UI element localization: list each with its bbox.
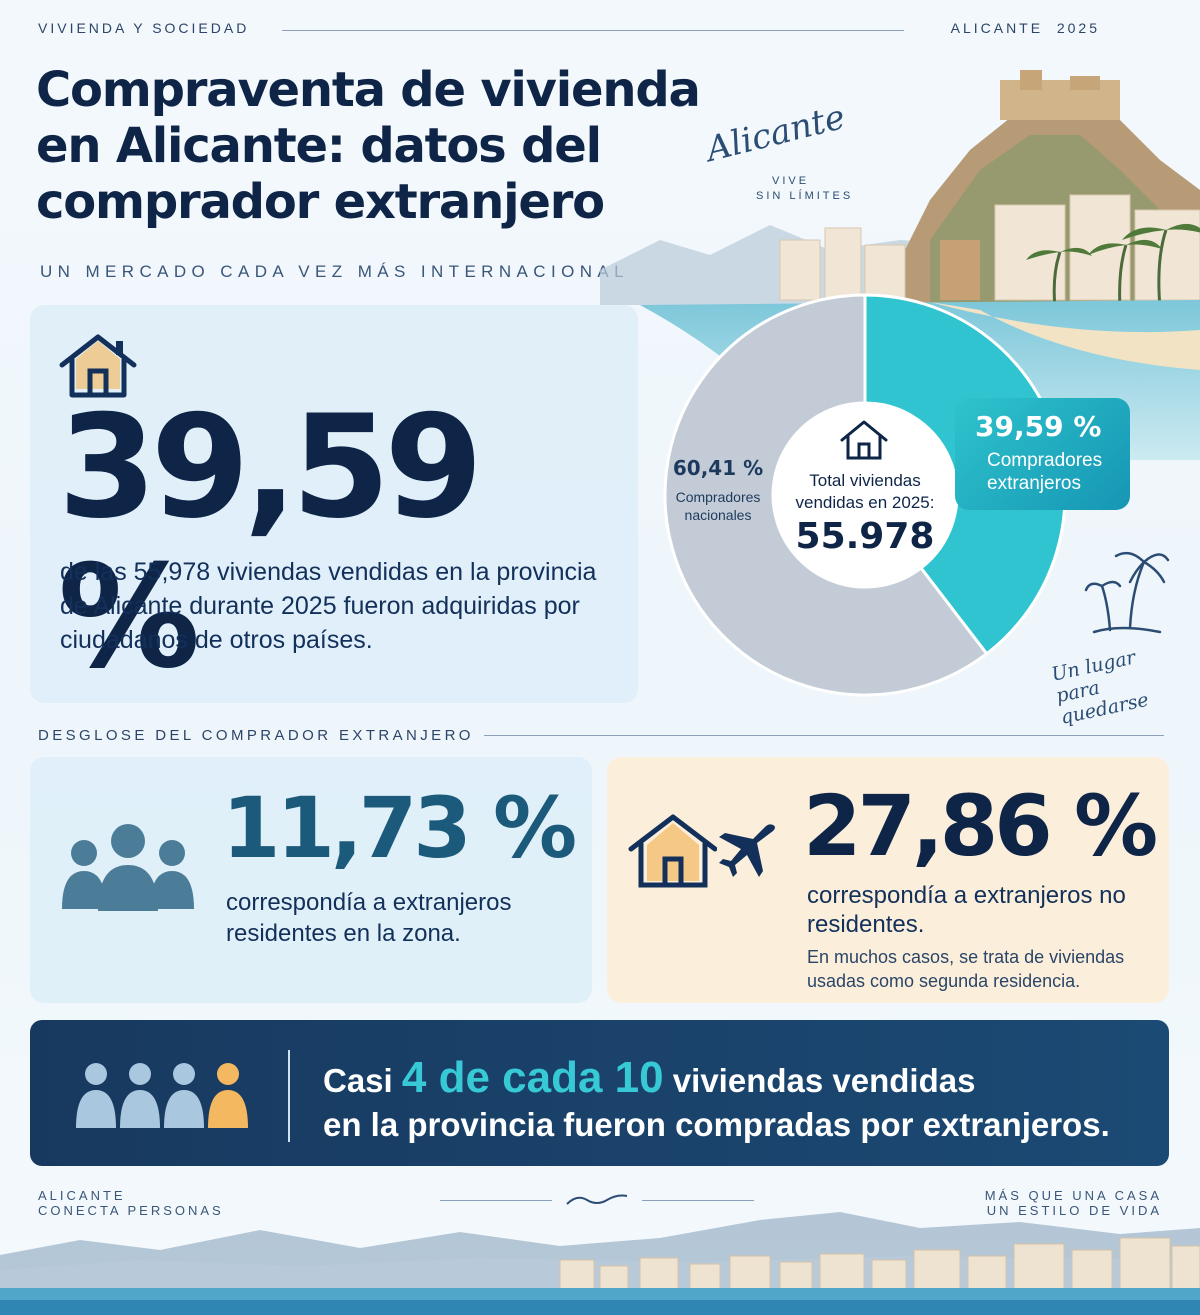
footer-divider-left	[440, 1200, 552, 1201]
banner-separator	[288, 1050, 290, 1142]
brand-tagline-line1: VIVE	[772, 175, 810, 187]
brand-tagline-line2: SIN LÍMITES	[756, 190, 854, 202]
footer-left: ALICANTE CONECTA PERSONAS	[38, 1188, 224, 1218]
footer-right-line2: UN ESTILO DE VIDA	[986, 1203, 1162, 1218]
coastline-panorama-illustration	[0, 1212, 1200, 1315]
slogan-text: Un lugar para quedarse	[1049, 646, 1151, 729]
people-group-icon	[62, 824, 194, 911]
residents-card: 11,73 % correspondía a extranjeros resid…	[30, 757, 592, 1003]
section-kicker: VIVIENDA Y SOCIEDAD	[38, 20, 250, 36]
house-icon	[628, 814, 717, 888]
national-label: Compradores nacionales	[675, 489, 761, 523]
donut-total-value: 55.978	[795, 516, 935, 557]
donut-center	[773, 403, 957, 587]
national-percentage: 60,41 %	[672, 456, 764, 480]
summary-prefix: Casi	[323, 1062, 393, 1099]
house-outline-icon	[840, 420, 888, 460]
page-subtitle: UN MERCADO CADA VEZ MÁS INTERNACIONAL	[40, 262, 629, 281]
summary-highlight: 4 de cada 10	[401, 1053, 664, 1102]
non-residents-description: correspondía a extranjeros no residentes…	[807, 882, 1126, 938]
alicante-brand-mark: Alicante VIVE SIN LÍMITES	[702, 97, 882, 204]
house-icon	[59, 334, 137, 398]
residents-description: correspondía a extranjeros residentes en…	[226, 889, 512, 947]
footer-right: MÁS QUE UNA CASA UN ESTILO DE VIDA	[985, 1188, 1162, 1218]
header-divider	[282, 30, 904, 31]
foreign-label: Compradores extranjeros	[987, 450, 1103, 494]
section-divider	[484, 735, 1164, 736]
donut-total-label: Total viviendas vendidas en 2025:	[795, 471, 935, 512]
non-residents-percentage: 27,86 %	[803, 777, 1158, 875]
foreign-buyers-badge: 39,59 % Compradores extranjeros	[955, 398, 1130, 510]
summary-text: Casi 4 de cada 10 viviendas vendidas en …	[323, 1056, 1143, 1147]
foreign-percentage: 39,59 %	[975, 410, 1102, 443]
page-title: Compraventa de vivienda en Alicante: dat…	[36, 62, 701, 230]
summary-line2: en la provincia fueron compradas por ext…	[323, 1106, 1110, 1143]
footer-divider-right	[642, 1200, 754, 1201]
non-residents-note: En muchos casos, se trata de viviendas u…	[807, 947, 1125, 991]
residents-percentage: 11,73 %	[222, 779, 577, 877]
people-row-icon	[76, 1063, 248, 1128]
summary-banner: Casi 4 de cada 10 viviendas vendidas en …	[30, 1020, 1169, 1166]
main-percentage: 39,59 %	[58, 385, 483, 700]
breakdown-section-label: DESGLOSE DEL COMPRADOR EXTRANJERO	[38, 727, 474, 744]
palm-tree-icon	[1084, 551, 1170, 634]
main-stat-card: 39,59 % de las 55,978 viviendas vendidas…	[30, 305, 638, 703]
location-year-kicker: ALICANTE 2025	[950, 20, 1100, 36]
main-description: de las 55,978 viviendas vendidas en la p…	[60, 558, 597, 654]
airplane-icon	[719, 824, 775, 877]
footer-left-line1: ALICANTE	[38, 1188, 126, 1203]
summary-line1-suffix: viviendas vendidas	[672, 1062, 976, 1099]
wave-icon	[566, 1194, 628, 1205]
footer-right-line1: MÁS QUE UNA CASA	[984, 1188, 1162, 1203]
non-residents-card: 27,86 % correspondía a extranjeros no re…	[607, 757, 1169, 1003]
footer-left-line2: CONECTA PERSONAS	[38, 1203, 224, 1218]
